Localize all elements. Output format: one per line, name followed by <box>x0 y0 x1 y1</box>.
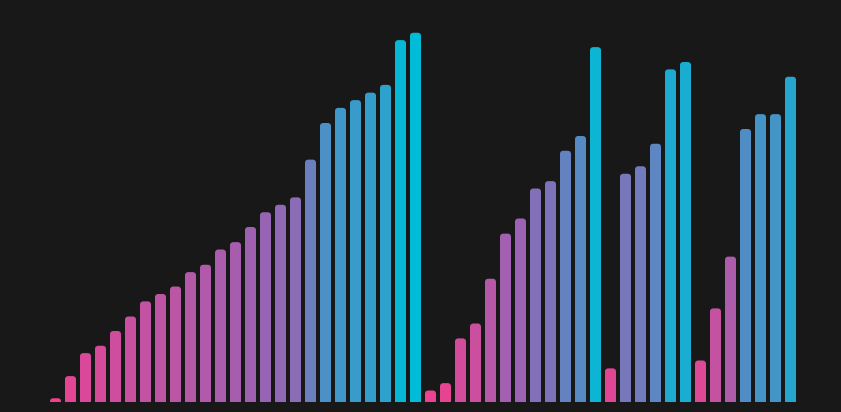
bar-14 <box>245 226 256 405</box>
bar-17 <box>290 197 301 405</box>
bar-39 <box>620 173 631 405</box>
bar-6 <box>125 316 136 405</box>
bar-21 <box>350 100 361 405</box>
bar-31 <box>500 233 511 405</box>
bar-44 <box>695 360 706 405</box>
bar-19 <box>320 123 331 406</box>
bar-23 <box>380 84 391 405</box>
bars-group <box>0 32 841 412</box>
bar-12 <box>215 249 226 405</box>
bar-10 <box>185 272 196 405</box>
bar-48 <box>755 114 766 405</box>
bar-50 <box>785 76 796 406</box>
bar-42 <box>665 69 676 406</box>
bar-41 <box>650 143 661 406</box>
bar-43 <box>680 61 691 405</box>
bar-7 <box>140 301 151 405</box>
bar-46 <box>725 256 736 405</box>
bar-18 <box>305 159 316 405</box>
bar-40 <box>635 166 646 405</box>
bar-15 <box>260 212 271 405</box>
bar-35 <box>560 150 571 405</box>
bar-16 <box>275 204 286 405</box>
bar-30 <box>485 278 496 405</box>
bar-5 <box>110 330 121 405</box>
bar-22 <box>365 92 376 406</box>
bar-36 <box>575 135 586 405</box>
bar-34 <box>545 181 556 405</box>
bar-8 <box>155 293 166 405</box>
bar-47 <box>740 128 751 405</box>
bar-28 <box>455 338 466 405</box>
bar-25 <box>410 32 421 406</box>
bar-26 <box>425 390 436 405</box>
bar-37 <box>590 47 601 406</box>
bar-49 <box>770 114 781 405</box>
bar-2 <box>65 376 76 405</box>
bar-4 <box>95 345 106 405</box>
baseline-mask <box>0 402 841 412</box>
bar-38 <box>605 368 616 405</box>
bar-32 <box>515 218 526 405</box>
bar-24 <box>395 40 406 405</box>
bar-13 <box>230 242 241 405</box>
bar-20 <box>335 107 346 405</box>
bar-27 <box>440 383 451 405</box>
bar-3 <box>80 353 91 405</box>
bar-11 <box>200 264 211 405</box>
bar-9 <box>170 286 181 405</box>
bar-33 <box>530 188 541 405</box>
bar-29 <box>470 323 481 405</box>
bar-45 <box>710 308 721 405</box>
